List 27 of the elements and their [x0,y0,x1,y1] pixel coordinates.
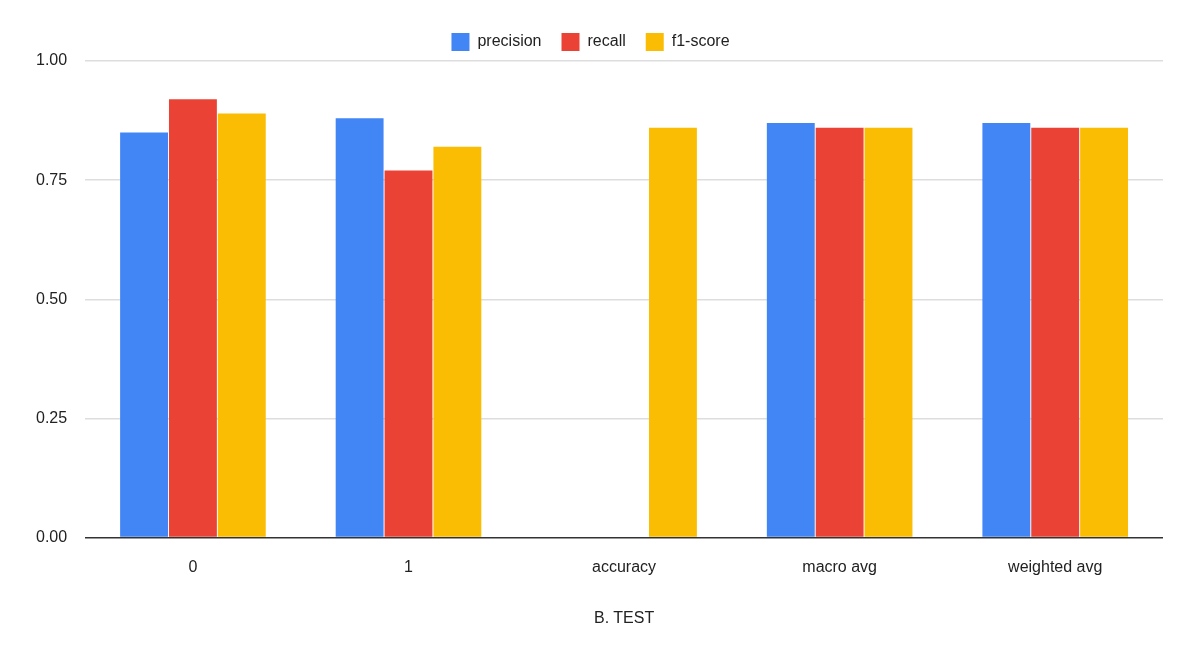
bar [335,118,384,537]
legend-label: precision [477,32,542,50]
bar [815,127,864,537]
bar [766,122,815,537]
bar [1031,127,1080,537]
x-axis-title: B. TEST [593,608,655,626]
x-tick-label: macro avg [802,557,877,575]
x-tick-label: 0 [188,557,198,575]
bar [120,132,169,537]
legend-label: recall [587,32,626,50]
bar [384,170,433,537]
bar [217,113,266,537]
bar [433,146,482,537]
bar [168,99,217,537]
y-tick-label: 0.50 [36,289,68,307]
y-tick-label: 0.00 [36,528,68,546]
y-tick-label: 0.75 [36,170,68,188]
bar [982,122,1031,537]
bar [648,127,697,537]
y-tick-label: 1.00 [36,51,68,69]
y-tick-label: 0.25 [36,408,68,426]
x-tick-label: 1 [404,557,414,575]
x-tick-label: weighted avg [1007,557,1103,575]
legend-label: f1-score [671,32,730,50]
bar [864,127,913,537]
x-tick-label: accuracy [592,557,657,575]
bar [1080,127,1129,537]
